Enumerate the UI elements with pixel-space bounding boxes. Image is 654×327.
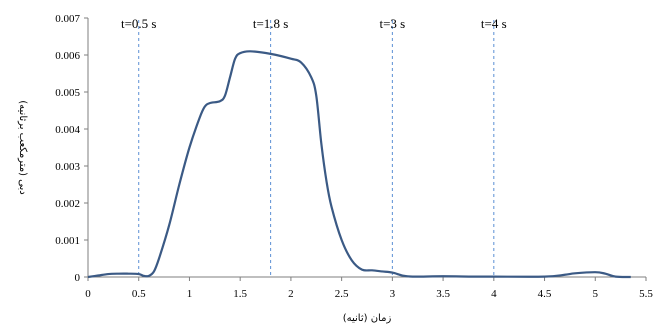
- y-tick-label: 0.007: [55, 13, 80, 25]
- axes: 0 0.001 0.002 0.003 0.004 0.005 0.006 0.007 0 0.5…: [55, 13, 653, 300]
- y-tick-label: 0: [75, 272, 81, 284]
- x-tick-label: 3.5: [436, 288, 450, 300]
- x-tick-label: 3: [390, 288, 396, 300]
- time-annotations: t=0.5 s t=1.8 s t=3 s t=4 s: [121, 16, 507, 277]
- x-axis-label: زمان (ثانیه): [343, 313, 392, 324]
- x-tick-label: 4.5: [538, 288, 552, 300]
- x-tick-label: 2.5: [335, 288, 349, 300]
- x-tick-label: 1: [187, 288, 193, 300]
- x-tick-label: 0.5: [132, 288, 146, 300]
- annotation-label: t=0.5 s: [121, 16, 157, 31]
- y-tick-label: 0.001: [55, 235, 80, 247]
- y-axis-label: دبی (مترمکعب برثانیه): [17, 100, 28, 194]
- x-tick-label: 5.5: [639, 288, 653, 300]
- x-tick-label: 5: [593, 288, 599, 300]
- series-layer: [87, 50, 631, 279]
- discharge-series-line: [87, 50, 631, 279]
- annotation-label: t=1.8 s: [253, 16, 289, 31]
- y-tick-label: 0.004: [55, 124, 80, 136]
- annotation-label: t=3 s: [379, 16, 405, 31]
- x-tick-label: 1.5: [233, 288, 247, 300]
- x-tick-label: 2: [288, 288, 294, 300]
- y-tick-label: 0.006: [55, 50, 80, 62]
- y-tick-label: 0.002: [55, 198, 80, 210]
- y-tick-label: 0.003: [55, 161, 80, 173]
- y-tick-label: 0.005: [55, 87, 80, 99]
- annotation-label: t=4 s: [481, 16, 507, 31]
- x-tick-label: 0: [85, 288, 91, 300]
- x-tick-label: 4: [491, 288, 497, 300]
